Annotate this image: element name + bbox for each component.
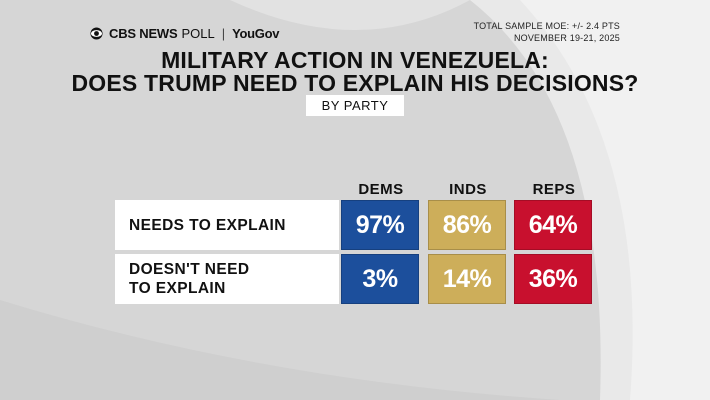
row-label-line: DOESN'T NEED <box>129 261 250 278</box>
row-label-line: NEEDS TO EXPLAIN <box>129 216 286 234</box>
brand-yougov: YouGov <box>232 25 280 41</box>
cell-row2-inds: 14% <box>428 254 506 304</box>
moe-info: TOTAL SAMPLE MOE: +/- 2.4 PTS NOVEMBER 1… <box>474 20 620 44</box>
cbs-eye-icon <box>90 26 103 40</box>
brand-cbs: CBS NEWS <box>109 25 178 41</box>
cell-row1-reps: 64% <box>514 200 592 250</box>
column-header-reps: REPS <box>532 181 576 198</box>
chart-title-line-2: DOES TRUMP NEED TO EXPLAIN HIS DECISIONS… <box>71 70 639 96</box>
cell-row1-inds: 86% <box>428 200 506 250</box>
row-label-doesnt-need: DOESN'T NEED TO EXPLAIN <box>115 254 339 304</box>
row-label-needs-to-explain: NEEDS TO EXPLAIN <box>115 200 339 250</box>
chart-title: MILITARY ACTION IN VENEZUELA: DOES TRUMP… <box>0 49 710 95</box>
row-label-line: TO EXPLAIN <box>129 280 226 297</box>
brand-separator: | <box>221 25 226 41</box>
brand-poll: POLL <box>181 25 215 41</box>
chart-title-line-1: MILITARY ACTION IN VENEZUELA: <box>161 47 549 73</box>
moe-date: NOVEMBER 19-21, 2025 <box>513 33 620 43</box>
column-header-inds: INDS <box>449 181 487 198</box>
moe-line-1: TOTAL SAMPLE MOE: +/- 2.4 PTS <box>473 21 620 31</box>
column-header-dems: DEMS <box>358 181 404 198</box>
cell-row2-dems: 3% <box>341 254 419 304</box>
brand-logo: CBS NEWS POLL | YouGov <box>90 24 279 42</box>
cell-row1-dems: 97% <box>341 200 419 250</box>
chart-subtitle: BY PARTY <box>306 95 404 116</box>
cell-row2-reps: 36% <box>514 254 592 304</box>
